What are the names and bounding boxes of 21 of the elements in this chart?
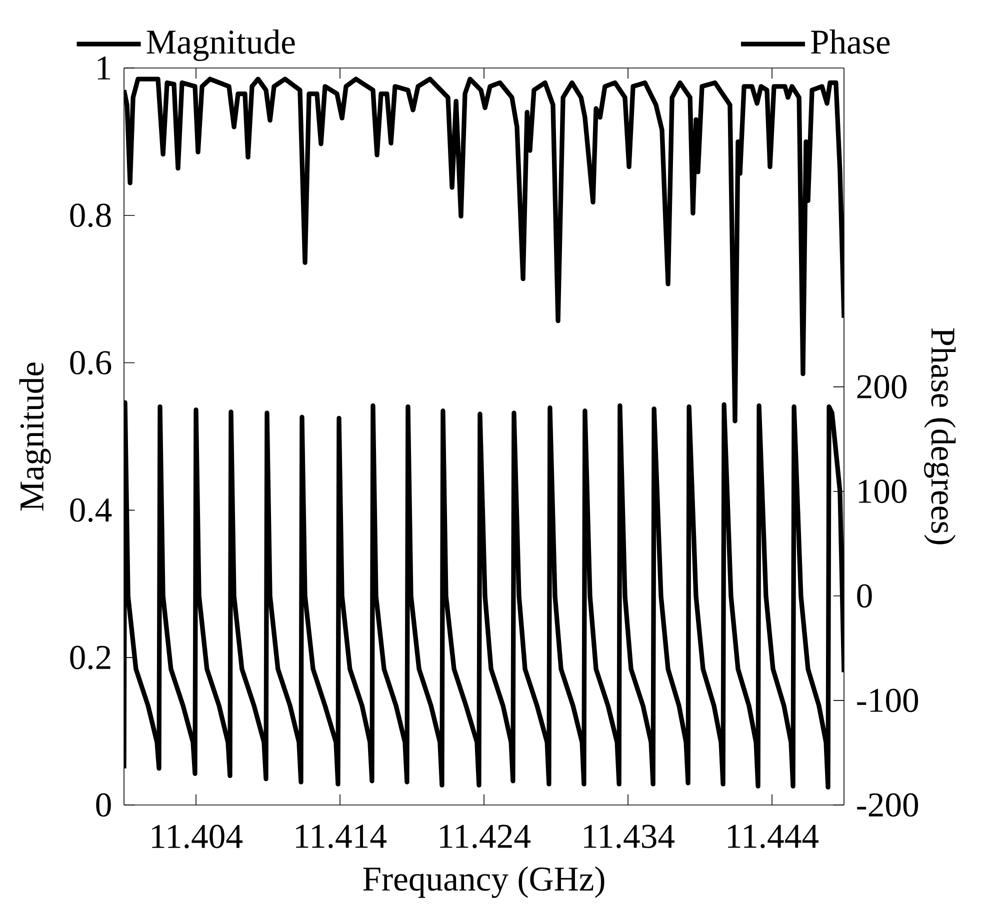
y2-tick-label: 0 bbox=[857, 584, 872, 608]
x-tick-label: 11.414 bbox=[296, 824, 386, 848]
y-axis-title: Magnitude bbox=[19, 362, 51, 511]
y2-tick-label: 200 bbox=[857, 375, 907, 399]
y2-tick-label: -100 bbox=[857, 688, 918, 712]
legend-label: Phase bbox=[810, 29, 890, 54]
x-tick-label: 11.404 bbox=[152, 824, 242, 848]
y-tick-label: 1 bbox=[98, 56, 110, 80]
y2-tick-label: -200 bbox=[857, 793, 918, 817]
x-tick-label: 11.424 bbox=[440, 824, 530, 848]
y-tick-label: 0.8 bbox=[70, 204, 111, 228]
y-tick-label: 0 bbox=[96, 793, 111, 817]
y2-axis-title: Phase (degrees) bbox=[924, 328, 956, 544]
y-tick-label: 0.2 bbox=[70, 646, 110, 670]
legend-label: Magnitude bbox=[146, 29, 295, 61]
x-tick-label: 11.434 bbox=[584, 824, 674, 848]
y-tick-label: 0.6 bbox=[70, 351, 112, 375]
y-tick-label: 0.4 bbox=[70, 498, 112, 522]
y2-tick-label: 100 bbox=[858, 480, 907, 504]
x-axis-title: Frequancy (GHz) bbox=[363, 866, 604, 898]
x-tick-label: 11.444 bbox=[728, 824, 818, 848]
